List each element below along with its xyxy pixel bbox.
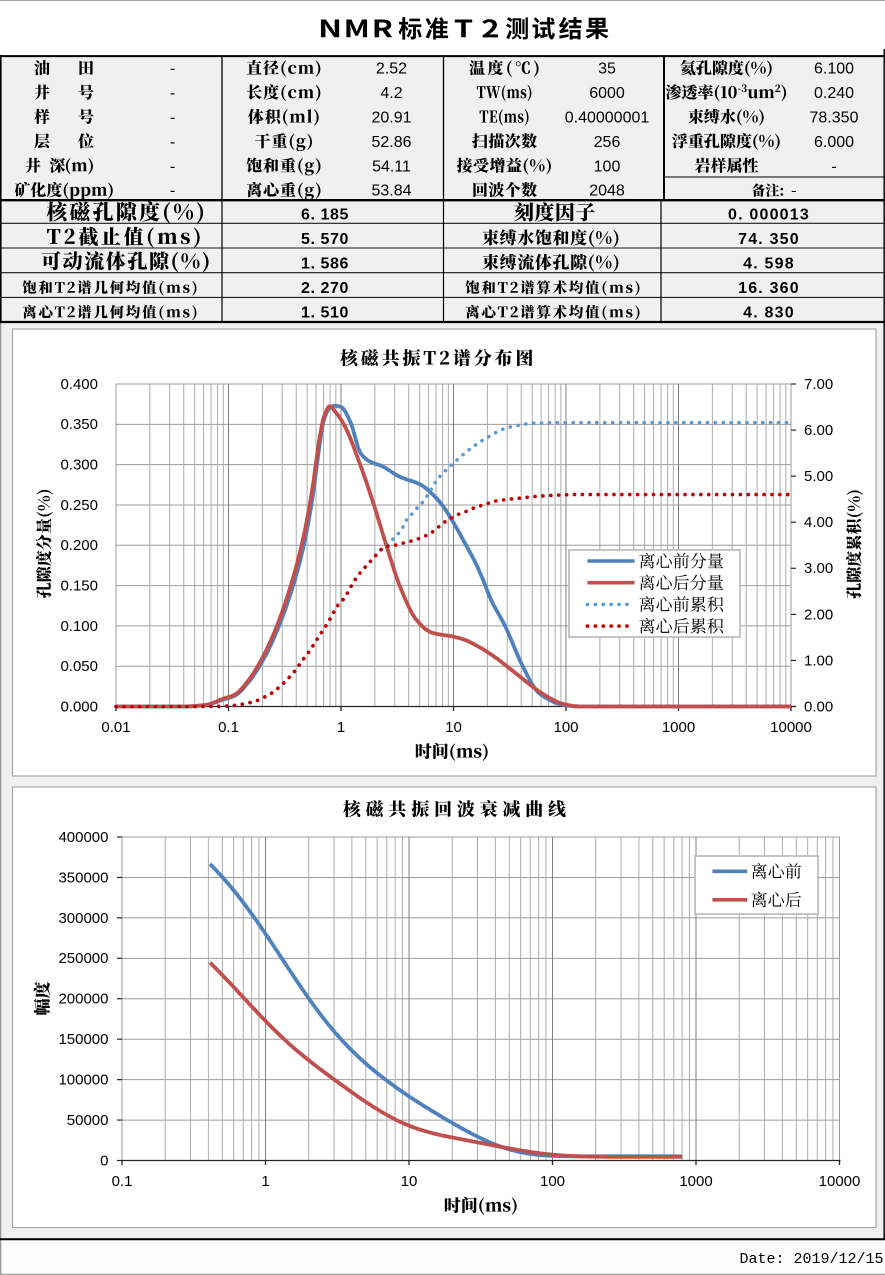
svg-text:-: - — [831, 158, 836, 175]
svg-text:7.00: 7.00 — [804, 376, 833, 393]
svg-text:1000: 1000 — [679, 1173, 712, 1190]
svg-text:0.00: 0.00 — [804, 698, 833, 715]
svg-text:1: 1 — [337, 719, 345, 736]
svg-text:150000: 150000 — [58, 1031, 108, 1048]
svg-text:4. 598: 4. 598 — [743, 255, 795, 272]
svg-text:250000: 250000 — [58, 950, 108, 967]
svg-text:1: 1 — [261, 1173, 269, 1190]
svg-text:6.000: 6.000 — [814, 134, 854, 151]
svg-text:400000: 400000 — [58, 829, 108, 846]
svg-text:1000: 1000 — [662, 719, 695, 736]
svg-text:6.00: 6.00 — [804, 422, 833, 439]
svg-text:6. 185: 6. 185 — [301, 207, 349, 224]
svg-text:52.86: 52.86 — [371, 134, 411, 151]
svg-text:0.240: 0.240 — [814, 85, 854, 102]
svg-text:1. 510: 1. 510 — [301, 304, 349, 321]
svg-text:5. 570: 5. 570 — [301, 231, 349, 248]
svg-text:2048: 2048 — [589, 183, 625, 200]
svg-text:4. 830: 4. 830 — [743, 304, 795, 321]
svg-text:200000: 200000 — [58, 991, 108, 1008]
svg-text:16. 360: 16. 360 — [738, 280, 800, 297]
svg-text:10000: 10000 — [819, 1173, 861, 1190]
svg-text:-: - — [170, 183, 175, 200]
svg-text:0: 0 — [100, 1152, 108, 1169]
svg-text:10: 10 — [401, 1173, 418, 1190]
svg-text:1. 586: 1. 586 — [301, 255, 349, 272]
svg-text:0.250: 0.250 — [60, 497, 98, 514]
svg-text:Date: 2019/12/15: Date: 2019/12/15 — [739, 1251, 883, 1268]
svg-text:10: 10 — [445, 719, 462, 736]
svg-text:0. 000013: 0. 000013 — [728, 207, 810, 224]
svg-text:0.400: 0.400 — [60, 376, 98, 393]
svg-text:10000: 10000 — [770, 719, 812, 736]
svg-text:0.1: 0.1 — [218, 719, 239, 736]
svg-text:100: 100 — [540, 1173, 565, 1190]
svg-text:-: - — [170, 85, 175, 102]
svg-text:0.200: 0.200 — [60, 537, 98, 554]
svg-text:2.52: 2.52 — [376, 61, 407, 78]
svg-text:-: - — [170, 134, 175, 151]
svg-text:4.2: 4.2 — [380, 85, 402, 102]
svg-text:-: - — [170, 110, 175, 127]
svg-text:0.01: 0.01 — [101, 719, 130, 736]
svg-text:0.000: 0.000 — [60, 698, 98, 715]
svg-text:100000: 100000 — [58, 1072, 108, 1089]
svg-text:74. 350: 74. 350 — [738, 231, 800, 248]
svg-text:256: 256 — [594, 134, 621, 151]
svg-text:2. 270: 2. 270 — [301, 280, 349, 297]
svg-text:0.1: 0.1 — [112, 1173, 133, 1190]
svg-text:78.350: 78.350 — [810, 110, 859, 127]
svg-text:0.150: 0.150 — [60, 577, 98, 594]
svg-text:6000: 6000 — [589, 85, 625, 102]
svg-text:5.00: 5.00 — [804, 468, 833, 485]
svg-text:54.11: 54.11 — [372, 158, 411, 175]
svg-text:0.050: 0.050 — [60, 658, 98, 675]
svg-text:6.100: 6.100 — [814, 61, 854, 78]
svg-text:50000: 50000 — [67, 1112, 109, 1129]
svg-text:350000: 350000 — [58, 869, 108, 886]
svg-text:-: - — [170, 61, 175, 78]
svg-text:1.00: 1.00 — [804, 652, 833, 669]
svg-text:4.00: 4.00 — [804, 514, 833, 531]
svg-text:2.00: 2.00 — [804, 606, 833, 623]
svg-text:-: - — [170, 158, 175, 175]
svg-text:100: 100 — [553, 719, 578, 736]
svg-text:0.350: 0.350 — [60, 416, 98, 433]
svg-text:35: 35 — [598, 61, 616, 78]
svg-text:0.300: 0.300 — [60, 457, 98, 474]
svg-text:53.84: 53.84 — [371, 183, 411, 200]
svg-text:0.100: 0.100 — [60, 618, 98, 635]
svg-text:20.91: 20.91 — [371, 110, 411, 127]
svg-text:0.40000001: 0.40000001 — [565, 110, 650, 127]
svg-text:100: 100 — [594, 158, 621, 175]
svg-text:3.00: 3.00 — [804, 560, 833, 577]
svg-text:300000: 300000 — [58, 910, 108, 927]
